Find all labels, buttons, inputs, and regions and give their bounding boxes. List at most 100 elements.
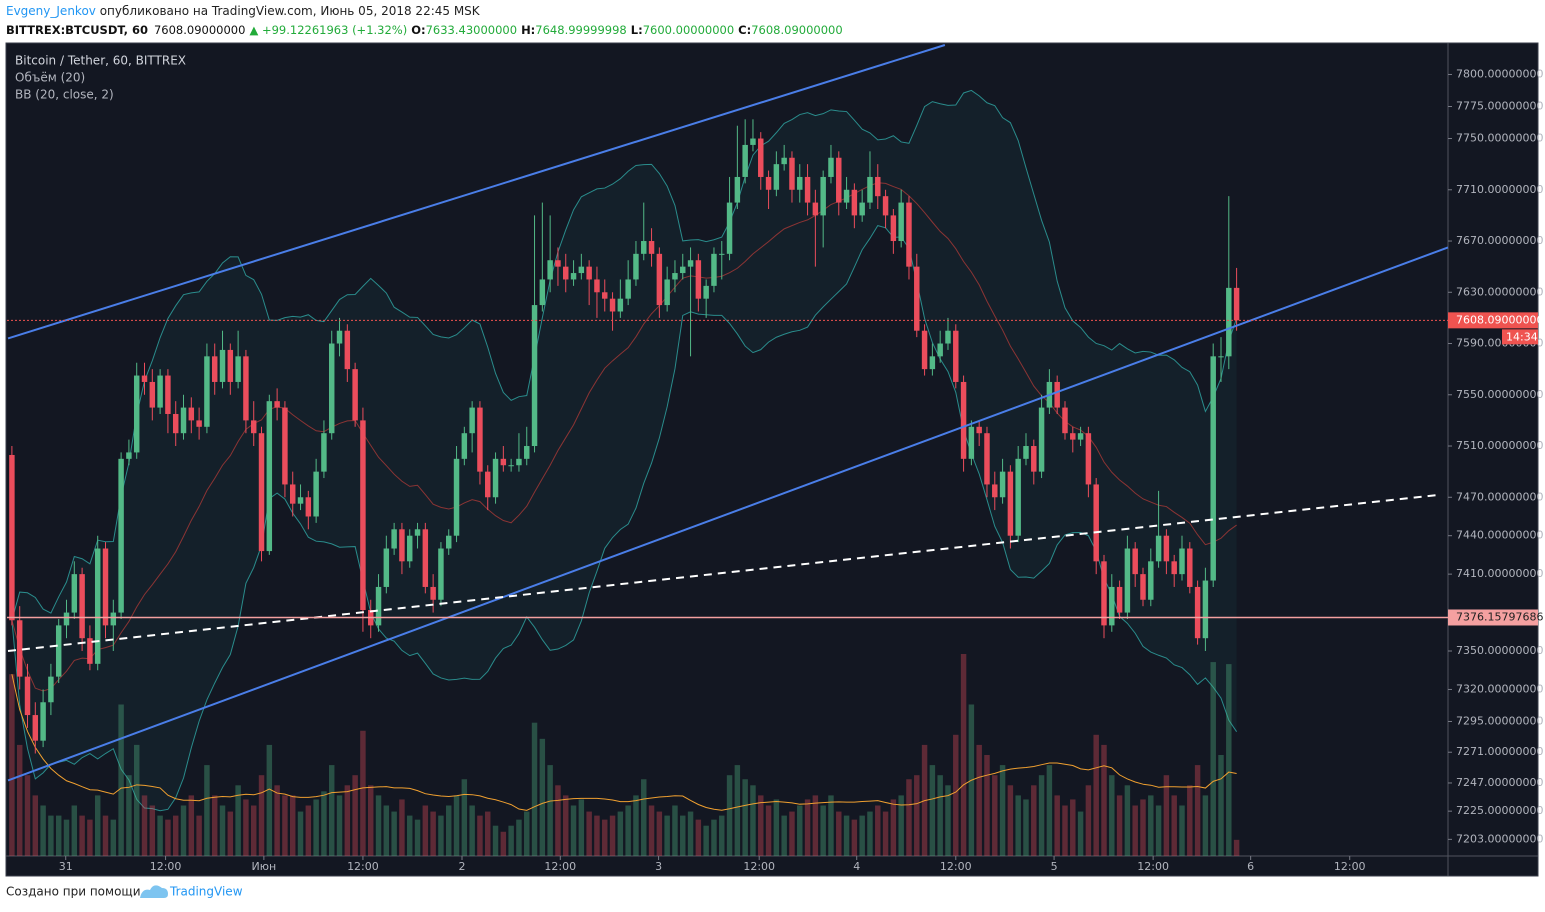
- y-tick-label: 7295.00000000: [1456, 714, 1543, 727]
- volume-bar: [828, 795, 834, 856]
- volume-bar: [500, 831, 507, 856]
- header-line-1: Evgeny_Jenkov опубликовано на TradingVie…: [6, 4, 481, 18]
- candle-body: [102, 548, 109, 626]
- candle-body: [508, 465, 514, 467]
- candle-body: [383, 548, 390, 587]
- volume-bar: [399, 799, 405, 856]
- volume-bar: [1132, 805, 1138, 856]
- volume-bar: [1062, 805, 1068, 856]
- candle-body: [71, 574, 78, 613]
- candle-body: [656, 253, 663, 306]
- candle-body: [1015, 458, 1021, 536]
- candle-body: [1171, 561, 1177, 575]
- candle-body: [617, 298, 624, 312]
- candle-body: [1077, 433, 1084, 440]
- volume-bar: [172, 815, 179, 856]
- candle-body: [960, 381, 967, 459]
- volume-bar: [680, 815, 686, 856]
- candle-body: [953, 330, 959, 382]
- candle-body: [992, 484, 998, 498]
- volume-bar: [687, 811, 694, 856]
- candle-body: [820, 176, 826, 216]
- y-tick-label: 7630.00000000: [1456, 285, 1543, 298]
- candle-body: [1210, 356, 1216, 581]
- candle-body: [843, 189, 850, 203]
- volume-bar: [336, 795, 343, 856]
- volume-bar: [227, 811, 234, 856]
- candle-body: [391, 529, 397, 549]
- candle-body: [976, 426, 982, 434]
- volume-bar: [453, 795, 460, 856]
- author[interactable]: Evgeny_Jenkov: [6, 4, 96, 18]
- volume-bar: [204, 765, 210, 856]
- x-tick-label: 4: [853, 860, 860, 873]
- candle-body: [492, 458, 499, 498]
- volume-bar: [539, 738, 546, 856]
- candle-body: [734, 176, 741, 203]
- volume-bar: [609, 815, 616, 856]
- candle-body: [94, 548, 101, 664]
- volume-bar: [711, 819, 717, 856]
- volume-bar: [1038, 775, 1045, 856]
- y-tick-label: 7247.00000000: [1456, 776, 1543, 789]
- candle-body: [188, 407, 195, 421]
- volume-bar: [422, 805, 429, 856]
- y-tick-label: 7750.00000000: [1456, 132, 1543, 145]
- footer-brand[interactable]: TradingView: [169, 885, 243, 899]
- volume-bar: [352, 775, 358, 856]
- candle-body: [1062, 407, 1068, 434]
- candle-body: [461, 433, 468, 459]
- volume-bar: [126, 775, 132, 856]
- x-tick-label: Июн: [252, 860, 277, 873]
- candle-body: [890, 215, 897, 242]
- candle-body: [321, 433, 327, 472]
- candle-body: [313, 471, 319, 517]
- candle-body: [695, 260, 702, 299]
- x-tick-label: 5: [1051, 860, 1058, 873]
- volume-bar: [929, 765, 936, 856]
- volume-bar: [820, 805, 826, 856]
- volume-bar: [1046, 765, 1053, 856]
- volume-bar: [547, 765, 553, 856]
- candle-body: [828, 157, 834, 177]
- candle-body: [586, 266, 592, 280]
- candle-body: [758, 138, 764, 177]
- candle-body: [407, 535, 413, 562]
- volume-bar: [672, 805, 678, 856]
- candle-body: [555, 260, 561, 267]
- volume-bar: [1085, 785, 1092, 856]
- x-tick-label: 12:00: [150, 860, 182, 873]
- volume-bar: [157, 815, 163, 856]
- bb-basis: [11, 182, 1237, 692]
- trend-line: [7, 493, 1441, 653]
- volume-bar: [734, 765, 741, 856]
- volume-bar: [781, 815, 787, 856]
- volume-bar: [40, 805, 46, 856]
- candle-body: [648, 241, 655, 254]
- published: опубликовано на TradingView.com, Июнь 05…: [96, 4, 481, 18]
- candle-body: [16, 620, 23, 677]
- candle-body: [430, 586, 436, 600]
- volume-bar: [94, 795, 101, 856]
- candle-body: [336, 330, 343, 344]
- candle-body: [422, 529, 429, 587]
- legend-bb: BB (20, close, 2): [15, 88, 114, 102]
- price-label: 7376.15797686: [1456, 610, 1543, 623]
- candle-body: [250, 420, 257, 434]
- volume-bar: [266, 744, 273, 856]
- volume-bar: [1155, 805, 1162, 856]
- countdown: 14:34: [1506, 330, 1538, 343]
- volume-bar: [1023, 799, 1029, 856]
- volume-bar: [250, 805, 257, 856]
- candle-body: [625, 279, 631, 299]
- volume-bar: [235, 785, 241, 856]
- candle-body: [1124, 548, 1131, 613]
- y-tick-label: 7320.00000000: [1456, 682, 1543, 695]
- candle-body: [984, 433, 990, 485]
- candle-body: [196, 420, 202, 427]
- candle-body: [929, 356, 936, 370]
- candle-body: [87, 638, 93, 664]
- volume-bar: [219, 805, 226, 856]
- candle-body: [859, 202, 865, 216]
- y-tick-label: 7440.00000000: [1456, 529, 1543, 542]
